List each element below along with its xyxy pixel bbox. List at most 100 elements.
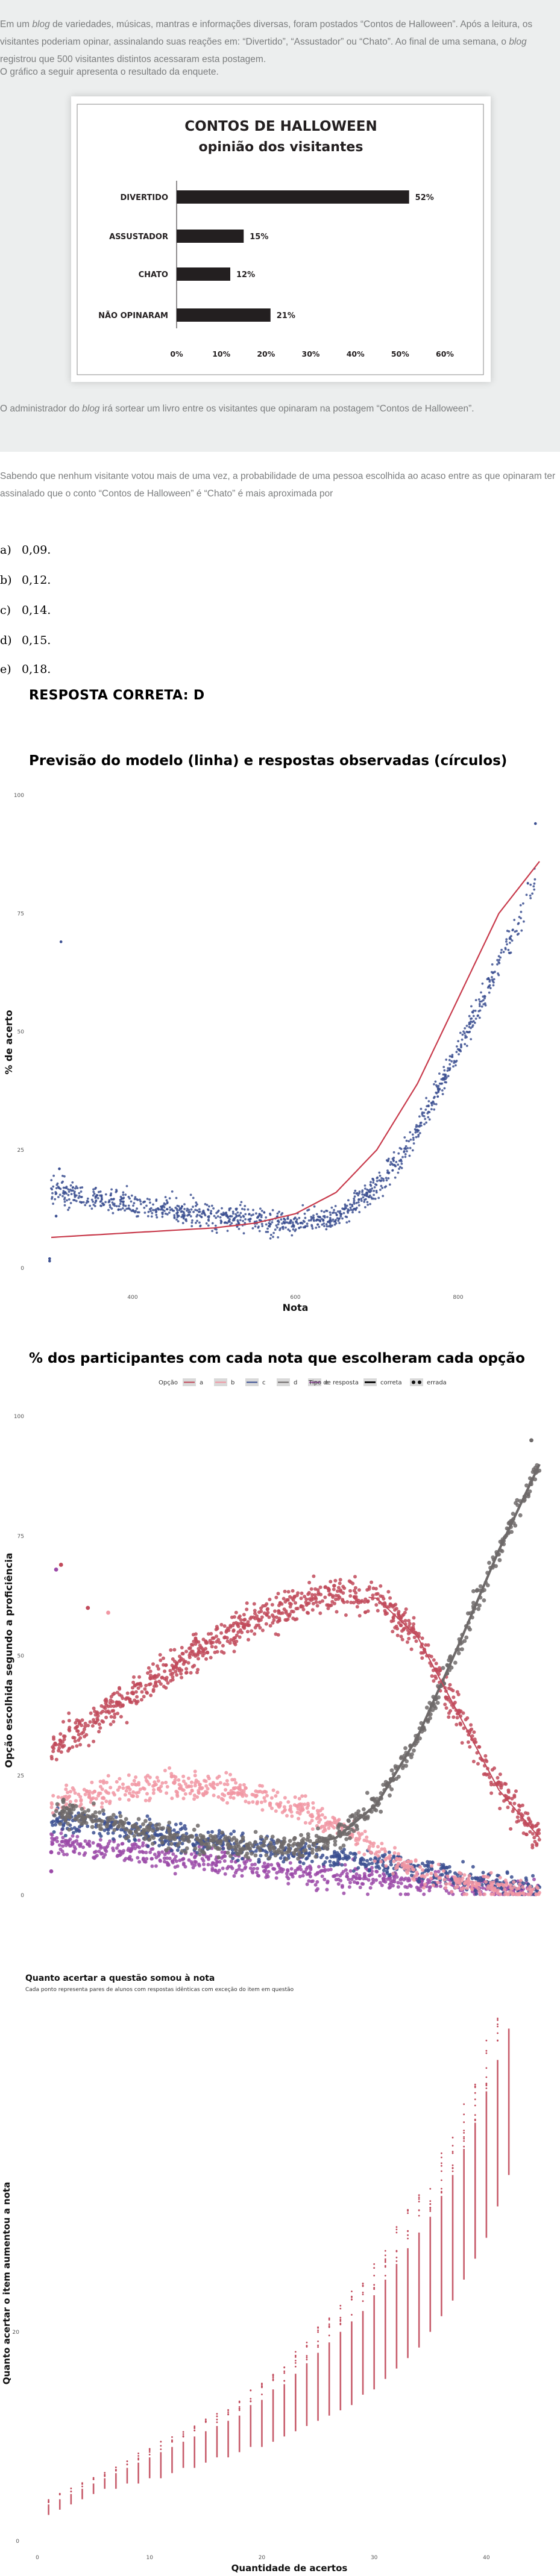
chart3-point-b [200, 1786, 204, 1790]
chart3-point-a [312, 1574, 316, 1578]
chart2-point [109, 1194, 112, 1197]
chart3-point-c [172, 1828, 176, 1832]
option-d[interactable]: d) 0,15. [0, 634, 51, 647]
chart3-point-b [68, 1799, 72, 1804]
chart3-point-e [133, 1846, 137, 1851]
chart2-point [369, 1194, 371, 1197]
chart2-point [375, 1184, 378, 1186]
chart3-point-b [515, 1887, 519, 1891]
chart3-point-d [333, 1842, 338, 1847]
chart4-point [328, 2334, 330, 2337]
chart2-point [463, 1032, 466, 1035]
chart3-point-e [333, 1874, 337, 1878]
chart3-point-e [342, 1891, 346, 1895]
chart3-point-e [206, 1863, 210, 1867]
chart3-point-b [112, 1791, 116, 1795]
chart2-point [297, 1222, 300, 1225]
chart3-point-a [275, 1620, 280, 1624]
chart3-point-b [436, 1862, 441, 1866]
option-c[interactable]: c) 0,14. [0, 604, 51, 617]
chart3-point-b [430, 1864, 434, 1868]
chart2-point [228, 1208, 231, 1211]
chart3-point-a [530, 1845, 535, 1849]
chart3-point-d [230, 1837, 234, 1842]
chart4-point [306, 2355, 308, 2357]
chart2-point [448, 1063, 451, 1066]
chart3-point-b [303, 1794, 307, 1798]
chart4-point [58, 2493, 61, 2495]
chart3-point-d [134, 1830, 139, 1834]
chart3-point-d [60, 1809, 64, 1814]
chart2-point [63, 1191, 66, 1194]
chart4-point [418, 2196, 420, 2198]
chart4-point [407, 2230, 409, 2233]
chart3-point-b [459, 1872, 463, 1875]
chart2-point [405, 1139, 408, 1142]
chart3-point-a [319, 1592, 323, 1596]
chart3-point-a [118, 1686, 121, 1690]
chart2-point [236, 1219, 239, 1222]
chart3-point-b [170, 1796, 174, 1801]
chart3-point-a [197, 1657, 200, 1661]
chart3-point-c [340, 1863, 344, 1867]
chart2-point [198, 1221, 201, 1224]
chart2-point [71, 1181, 74, 1184]
chart3-point-a [397, 1610, 401, 1614]
chart3-point-d [234, 1838, 239, 1843]
chart3-point-d [427, 1701, 432, 1705]
chart2-point [486, 978, 489, 981]
chart3-point-e [321, 1869, 325, 1873]
chart3-point-a [417, 1631, 421, 1636]
chart3-point-b [310, 1819, 314, 1823]
chart3-point-d [99, 1827, 104, 1831]
chart3-point-e [309, 1874, 312, 1878]
chart2-point [417, 1129, 420, 1132]
option-e[interactable]: e) 0,18. [0, 663, 51, 676]
chart2-point [474, 999, 477, 1001]
chart2-point [93, 1205, 96, 1207]
chart4-x-tick: 0 [36, 2555, 39, 2561]
chart3-point-b [225, 1801, 229, 1805]
chart3-point-d [426, 1718, 430, 1722]
chart3-point-b [464, 1880, 468, 1884]
chart3-point-d [374, 1796, 379, 1801]
chart3-point-a [528, 1830, 532, 1834]
chart2-point [430, 1104, 433, 1107]
chart3-point-e [137, 1860, 142, 1864]
chart3-point-b [105, 1780, 109, 1784]
chart2-point [294, 1228, 297, 1231]
chart3-point-c [145, 1814, 149, 1818]
chart2-point [335, 1219, 337, 1221]
chart3-point-d [513, 1523, 518, 1528]
chart2-point [188, 1213, 190, 1216]
chart3-point-d [286, 1849, 291, 1854]
chart2-point [242, 1219, 244, 1222]
chart2-point [448, 1055, 451, 1058]
chart3-point-b [413, 1874, 417, 1878]
chart3-point-d [215, 1846, 220, 1850]
chart2-point [201, 1212, 203, 1215]
chart4-point [137, 2457, 140, 2459]
chart2-point [172, 1209, 175, 1212]
chart3-point-a [475, 1751, 479, 1755]
chart3-point-a [347, 1579, 351, 1583]
chart2-point [196, 1213, 199, 1216]
chart2-point [127, 1207, 130, 1210]
chart3-point-e [299, 1868, 303, 1872]
chart3-point-a [433, 1674, 437, 1678]
chart3-point-a [407, 1637, 411, 1640]
chart3-point-a [75, 1718, 79, 1722]
chart3-point-b [78, 1804, 82, 1809]
chart2-point [288, 1230, 291, 1233]
chart2-point [318, 1225, 321, 1228]
chart2-point [397, 1171, 400, 1174]
chart3-point-a [151, 1662, 155, 1666]
chart1-x-tick: 30% [302, 349, 320, 358]
option-a[interactable]: a) 0,09. [0, 543, 51, 557]
chart3-point-b [467, 1874, 471, 1878]
chart3-point-c [445, 1865, 448, 1869]
chart3-point-a [115, 1690, 119, 1695]
chart3-point-b [320, 1824, 324, 1828]
option-b[interactable]: b) 0,12. [0, 574, 51, 587]
chart2-point [404, 1155, 407, 1158]
